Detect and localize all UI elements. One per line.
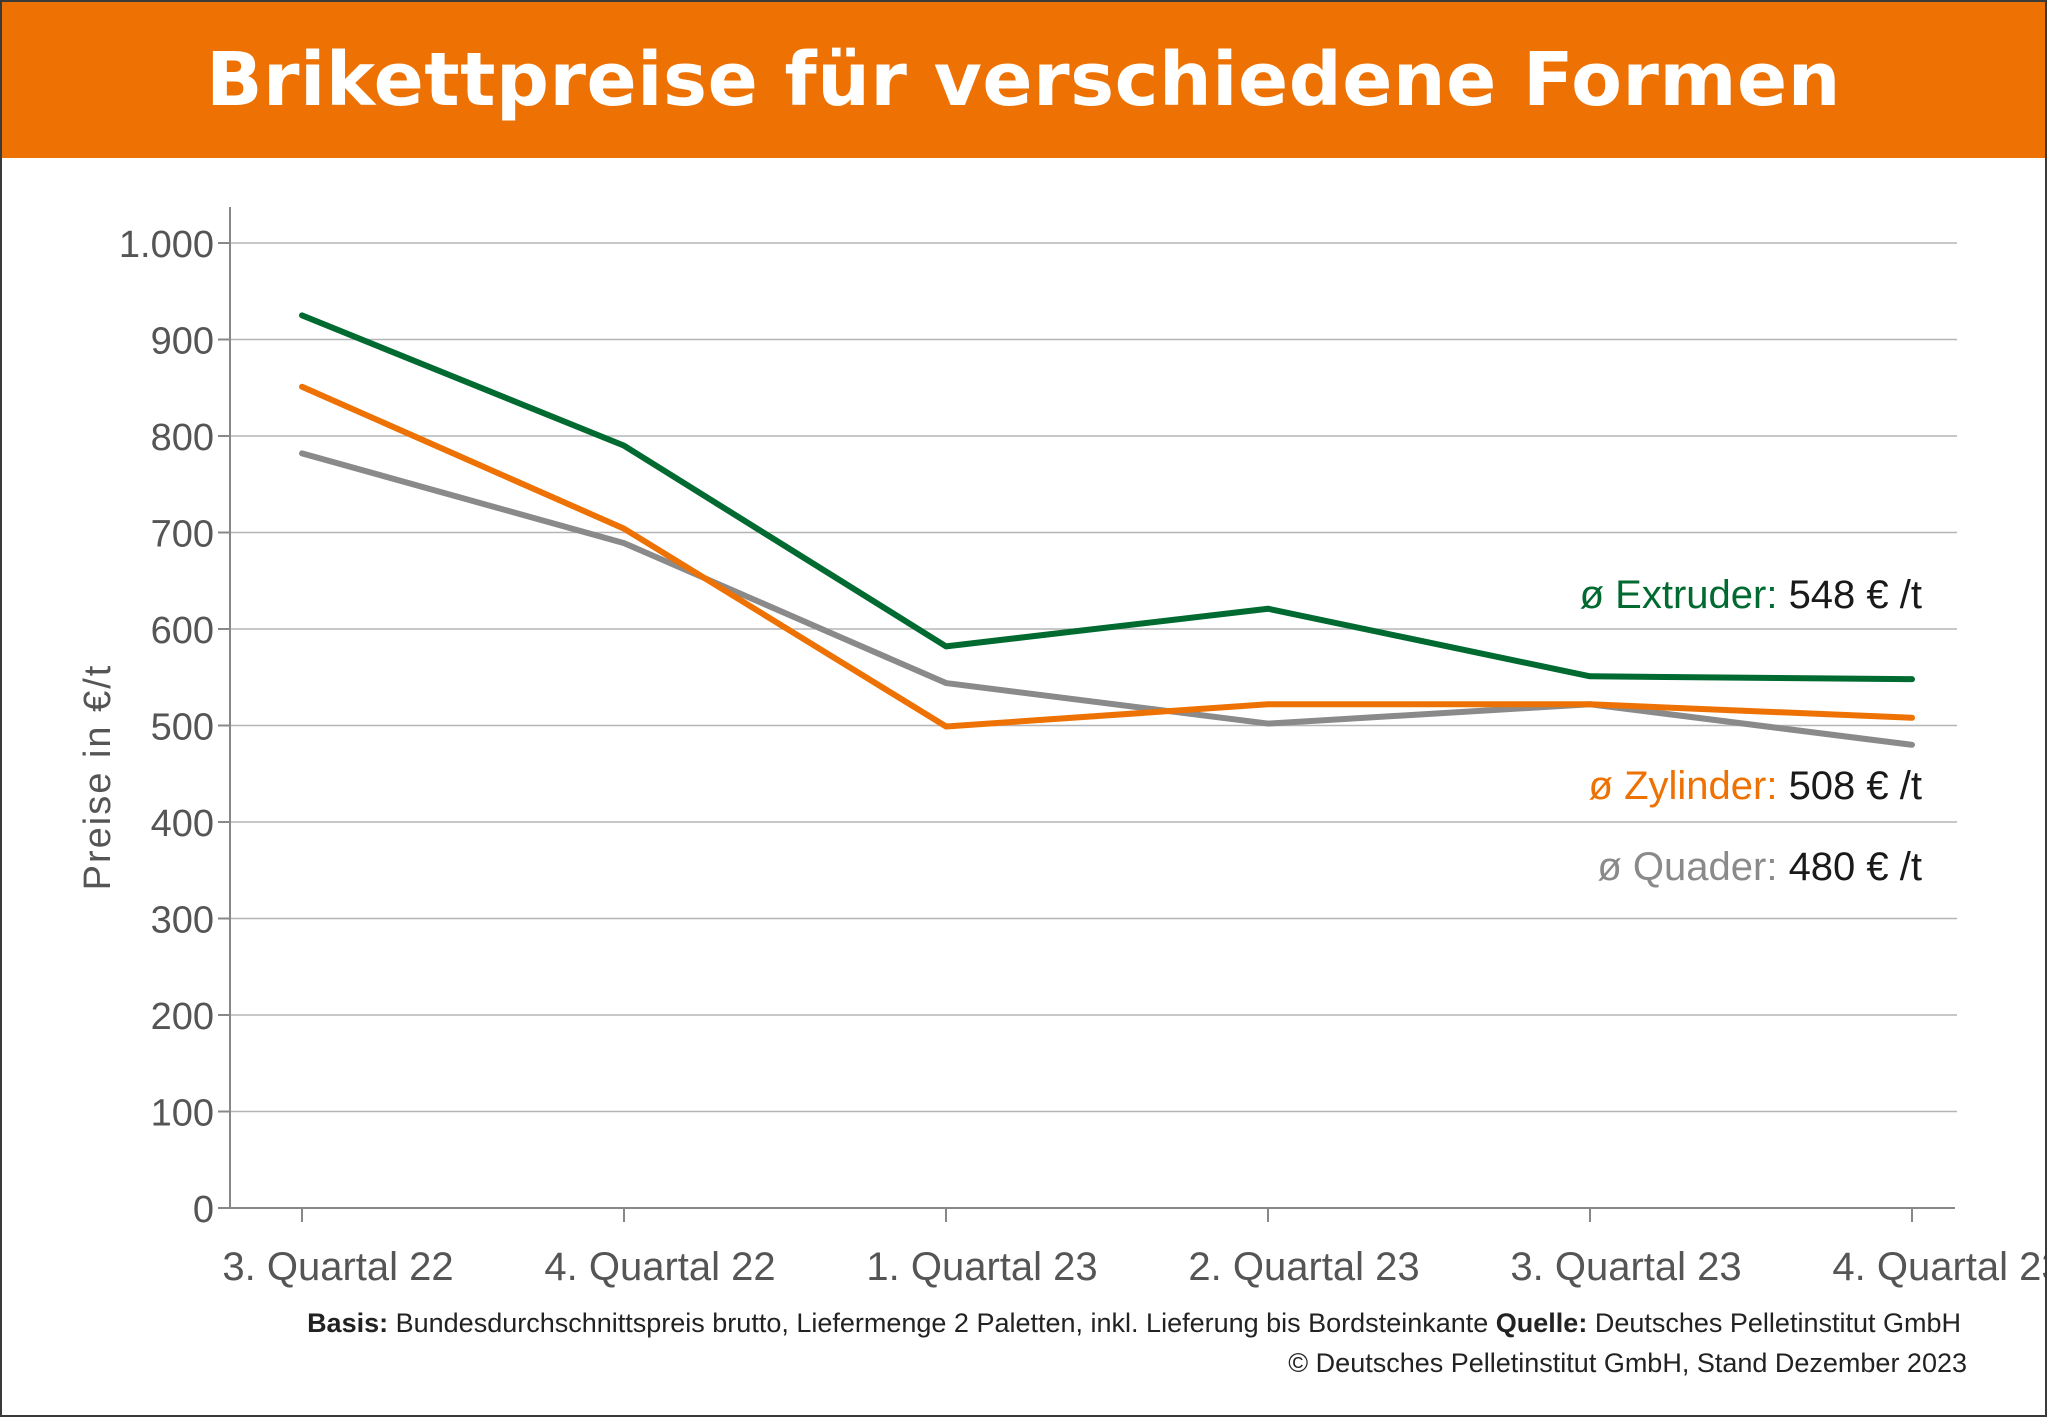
footer-basis: Basis: Bundesdurchschnittspreis brutto, … [307,1308,1961,1339]
basis-label: Basis: [307,1308,389,1338]
series-label-value: 508 € /t [1789,764,1922,808]
axes [229,207,1955,1209]
series-label-quader: ø Quader: 480 € /t [1597,845,1922,889]
y-tick-label: 500 [151,707,214,749]
chart-title: Brikettpreise für verschiedene Formen [206,37,1841,123]
copyright-note: © Deutsches Pelletinstitut GmbH, Stand D… [1288,1348,1967,1378]
x-tick-label: 2. Quartal 23 [1188,1245,1419,1289]
series-label-value: 548 € /t [1789,573,1922,617]
y-axis-label: Preise in €/t [77,664,119,891]
source-label: Quelle: [1495,1308,1588,1338]
y-tick-label: 100 [151,1093,214,1135]
series-label-zylinder: ø Zylinder: 508 € /t [1589,764,1922,808]
y-tick-labels: 0 100 200 300 400 500 600 700 800 900 1.000 [119,224,214,1231]
series-line-zylinder [299,383,1915,730]
series-label-name: ø Zylinder: [1589,764,1789,808]
series-lines [299,312,1915,748]
y-tick-label: 300 [151,900,214,942]
series-label-name: ø Quader: [1597,845,1788,889]
y-tick-label: 600 [151,610,214,652]
series-line-quader [299,450,1915,748]
series-label-name: ø Extruder: [1580,573,1789,617]
y-tick-label: 400 [151,803,214,845]
y-tick-label: 1.000 [119,224,214,266]
series-value-labels: ø Extruder: 548 € /t ø Zylinder: 508 € /t… [1580,573,1922,889]
y-tick-label: 0 [193,1189,214,1231]
y-tick-label: 700 [151,514,214,556]
series-line-extruder [299,312,1915,683]
x-tick-label: 3. Quartal 23 [1510,1245,1741,1289]
basis-text: Bundesdurchschnittspreis brutto, Lieferm… [395,1308,1489,1338]
series-label-extruder: ø Extruder: 548 € /t [1580,573,1922,617]
y-tick-label: 200 [151,996,214,1038]
y-tick-label: 900 [151,321,214,363]
series-label-value: 480 € /t [1789,845,1922,889]
x-tick-label: 1. Quartal 23 [866,1245,1097,1289]
y-tick-label: 800 [151,417,214,459]
source-text: Deutsches Pelletinstitut GmbH [1594,1308,1961,1338]
x-tick-labels: 3. Quartal 22 4. Quartal 22 1. Quartal 23 2… [222,1208,2045,1289]
x-tick-label: 4. Quartal 22 [544,1245,775,1289]
x-tick-label: 3. Quartal 22 [222,1245,453,1289]
title-banner: Brikettpreise für verschiedene Formen [2,2,2045,158]
x-tick-label: 4. Quartal 23 [1832,1245,2045,1289]
